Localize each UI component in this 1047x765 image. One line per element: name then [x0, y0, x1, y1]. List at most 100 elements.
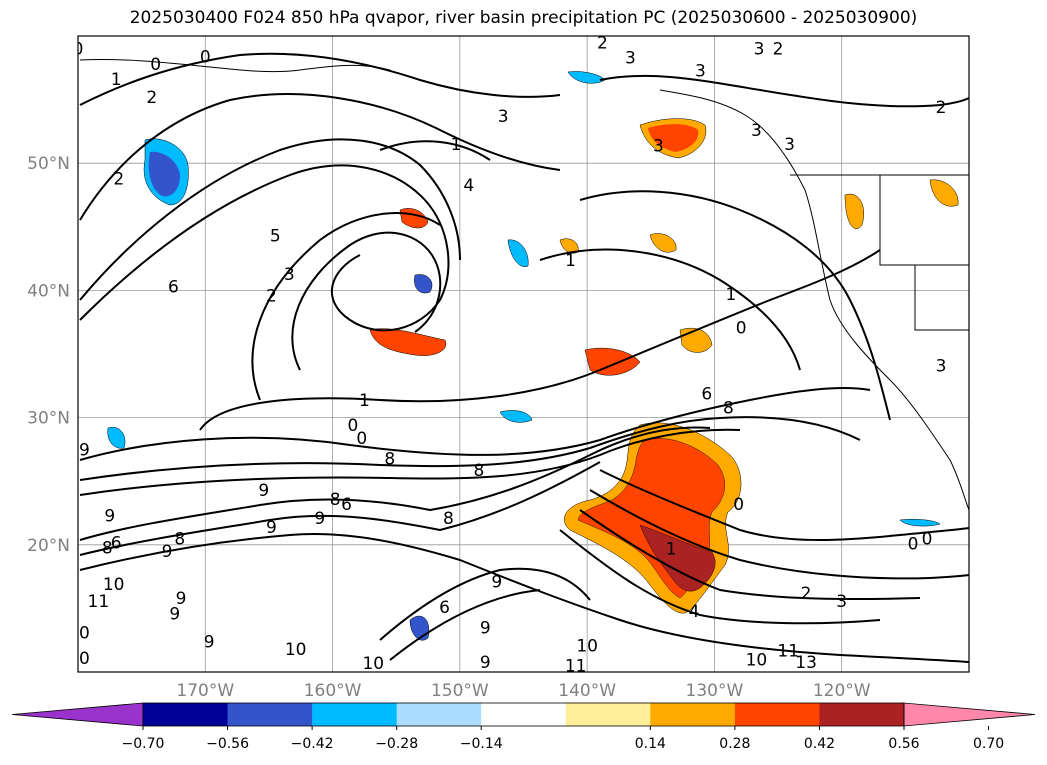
- qvapor-contours: [79, 52, 969, 663]
- coast-anomaly: [844, 193, 864, 229]
- contour-line: [579, 509, 921, 601]
- contour-label: 10: [746, 650, 768, 670]
- contour-label: 2: [597, 33, 608, 53]
- contour-line: [599, 74, 969, 108]
- lat-label: 40°N: [27, 281, 70, 301]
- contour-label: 8: [174, 529, 185, 549]
- contour-label: 1: [666, 540, 677, 560]
- contour-label: 1: [451, 135, 462, 155]
- contour-label: 0: [922, 529, 933, 549]
- contour-label: 9: [162, 542, 173, 562]
- colorbar-frame: [142, 702, 905, 727]
- contour-line: [389, 589, 541, 661]
- contour-label: 8: [474, 461, 485, 481]
- contour-line: [79, 426, 711, 541]
- plot-frame: [77, 35, 970, 673]
- colorbar-segment: [143, 703, 229, 726]
- longitude-labels: 170°W 160°W 150°W 140°W 130°W 120°W: [176, 681, 870, 701]
- contour-label: 9: [480, 618, 491, 638]
- negative-anomaly-west-core: [148, 151, 180, 197]
- colorbar-segment: [227, 703, 313, 726]
- contour-label: 0: [79, 649, 90, 669]
- contour-label: 1: [726, 285, 737, 305]
- mid-negative-2: [507, 239, 529, 268]
- lat-label: 30°N: [27, 409, 70, 429]
- contour-label: 0: [908, 535, 919, 555]
- contour-line: [251, 212, 441, 401]
- north-america-coast: [659, 89, 969, 511]
- contour-line: [291, 231, 442, 371]
- colorbar-tick-label: −0.42: [291, 736, 334, 752]
- colorbar-tick-label: −0.28: [375, 736, 418, 752]
- lat-label: 20°N: [27, 536, 70, 556]
- colorbar-segment: [734, 703, 820, 726]
- lat-label: 50°N: [27, 154, 70, 174]
- contour-label: 3: [653, 136, 664, 156]
- mid-negative-1: [414, 274, 433, 294]
- colorbar-tick-label: −0.14: [460, 736, 503, 752]
- latitude-labels: 50°N 40°N 30°N 20°N: [27, 154, 70, 556]
- precipitation-shading: [107, 71, 959, 641]
- contour-line: [79, 164, 450, 332]
- contour-label: 0: [348, 416, 359, 436]
- contour-label: 3: [836, 592, 847, 612]
- contour-label: 0: [73, 40, 84, 60]
- contour-line: [379, 567, 591, 641]
- alaska-anomaly-core: [648, 124, 699, 152]
- contour-label: 10: [103, 575, 125, 595]
- contour-label: 8: [384, 449, 395, 469]
- colorbar-tick-label: 0.42: [804, 736, 835, 752]
- west-negative-2: [107, 426, 126, 449]
- contour-label: 9: [104, 507, 115, 527]
- contour-line: [579, 190, 891, 421]
- contour-label: 6: [701, 384, 712, 404]
- colorbar-tick-label: −0.56: [206, 736, 249, 752]
- colorbar-tick-label: −0.70: [122, 736, 165, 752]
- contour-label: 2: [113, 169, 124, 189]
- contour-label: 10: [285, 640, 307, 660]
- contour-label: 9: [204, 632, 215, 652]
- map-title: 2025030400 F024 850 hPa qvapor, river ba…: [129, 8, 918, 28]
- contour-label: 9: [176, 589, 187, 609]
- southeast-negative: [899, 518, 941, 527]
- contour-label: 3: [498, 107, 509, 127]
- colorbar-tick-label: 0.70: [973, 736, 1004, 752]
- colorbar-segment: [565, 703, 651, 726]
- state-border: [879, 175, 969, 266]
- colorbar-segment: [819, 703, 905, 726]
- contour-label: 4: [689, 602, 700, 622]
- contour-label: 3: [751, 121, 762, 141]
- contour-label: 3: [695, 61, 706, 81]
- contour-line: [79, 416, 861, 481]
- contour-label: 9: [266, 518, 277, 538]
- contour-label: 3: [936, 356, 947, 376]
- contour-line: [79, 461, 601, 556]
- contour-label: 5: [270, 227, 281, 247]
- mid-anomaly-6: [649, 233, 677, 253]
- contour-label: 9: [258, 481, 269, 501]
- contour-label: 8: [102, 538, 113, 558]
- contour-label: 11: [777, 641, 799, 661]
- contour-label: 9: [480, 653, 491, 673]
- strong-anomaly-core: [639, 524, 716, 592]
- contour-label: 0: [150, 55, 161, 75]
- colorbar-extend-high: [903, 702, 1036, 727]
- contour-label: 9: [491, 573, 502, 593]
- contour-label: 3: [284, 265, 295, 285]
- contour-label: 0: [200, 47, 211, 67]
- contour-label: 4: [463, 176, 474, 196]
- contour-label: 9: [79, 440, 90, 460]
- contour-label: 10: [576, 636, 598, 656]
- contour-label: 9: [314, 509, 325, 529]
- contour-label: 2: [146, 88, 157, 108]
- contour-label: 1: [359, 391, 370, 411]
- mid-anomaly-1: [369, 328, 447, 356]
- contour-line: [379, 140, 491, 161]
- contour-line: [79, 428, 741, 496]
- contour-label: 3: [625, 49, 636, 69]
- contour-line: [79, 533, 969, 663]
